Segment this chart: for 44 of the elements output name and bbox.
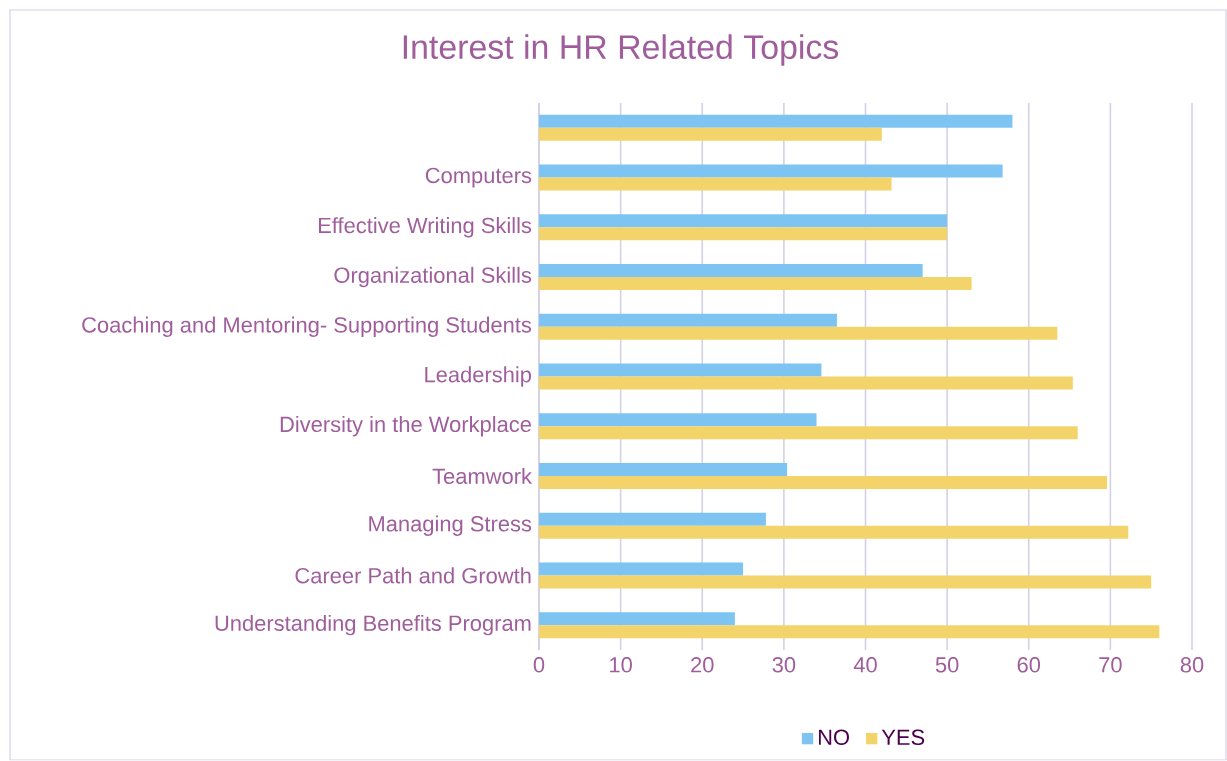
bar xyxy=(539,264,923,278)
bar xyxy=(539,326,1058,340)
bar xyxy=(539,512,766,526)
y-tick-label: Understanding Benefits Program xyxy=(215,615,531,636)
y-tick-label: Diversity in the Workplace xyxy=(280,416,531,437)
bar xyxy=(539,612,735,626)
bar xyxy=(539,575,1152,589)
x-tick-label: 30 xyxy=(772,657,796,673)
legend-label: NO xyxy=(818,729,849,746)
bar xyxy=(539,277,972,291)
bar xyxy=(539,525,1129,539)
bar xyxy=(539,177,892,191)
bar xyxy=(539,376,1073,390)
y-tick-label: Managing Stress xyxy=(369,515,532,537)
bar xyxy=(539,214,948,228)
y-tick-label: Teamwork xyxy=(432,468,533,485)
bar xyxy=(539,164,1003,178)
y-tick-label: Organizational Skills xyxy=(334,267,532,288)
bar xyxy=(539,463,788,477)
x-tick-label: 20 xyxy=(691,657,714,673)
bar xyxy=(539,562,744,576)
bar xyxy=(539,625,1160,639)
bar xyxy=(539,363,822,377)
y-tick-label: Coaching and Mentoring- Supporting Students xyxy=(82,316,532,338)
y-tick-label: Leadership xyxy=(425,366,531,387)
bar xyxy=(539,426,1078,440)
x-tick-label: 80 xyxy=(1180,657,1204,673)
chart-title: Interest in HR Related Topics xyxy=(403,34,839,66)
x-tick-label: 40 xyxy=(853,657,877,673)
y-tick-label: Effective Writing Skills xyxy=(318,217,532,238)
x-tick-label: 70 xyxy=(1099,657,1122,673)
y-tick-label: Computers xyxy=(425,167,532,188)
x-tick-label: 0 xyxy=(533,657,545,673)
bar xyxy=(539,115,1013,129)
x-tick-label: 10 xyxy=(610,657,632,673)
bar xyxy=(539,128,882,142)
y-tick-label: Career Path and Growth xyxy=(295,567,531,584)
legend-label: YES xyxy=(881,729,925,746)
bar xyxy=(539,313,837,327)
x-tick-label: 60 xyxy=(1017,657,1041,673)
x-tick-label: 50 xyxy=(935,657,959,673)
bar xyxy=(539,227,948,241)
bar xyxy=(539,413,817,427)
bar xyxy=(539,476,1108,490)
